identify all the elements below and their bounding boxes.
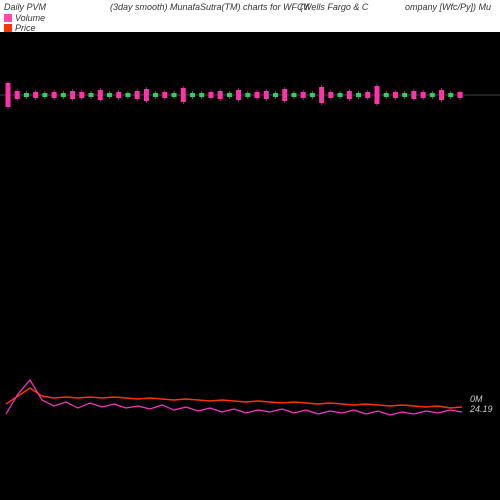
chart-container: Daily PVM (3day smooth) MunafaSutra(TM) c… (0, 0, 500, 500)
legend-volume-label: Volume (15, 13, 45, 23)
value-label-top: 0M (470, 394, 483, 404)
value-label-bottom: 24.19 (469, 404, 493, 414)
header-mid-left: (3day smooth) MunafaSutra(TM) charts for… (110, 2, 311, 12)
plot-bg (0, 32, 500, 500)
legend-price-label: Price (15, 23, 36, 33)
chart-svg: Daily PVM (3day smooth) MunafaSutra(TM) c… (0, 0, 500, 500)
legend-price-swatch (4, 24, 12, 32)
header-mid-right: (Wells Fargo & C (300, 2, 369, 12)
header-left: Daily PVM (4, 2, 47, 12)
header-right: ompany [Wfc/Py]) Mu (405, 2, 491, 12)
legend-volume-swatch (4, 14, 12, 22)
